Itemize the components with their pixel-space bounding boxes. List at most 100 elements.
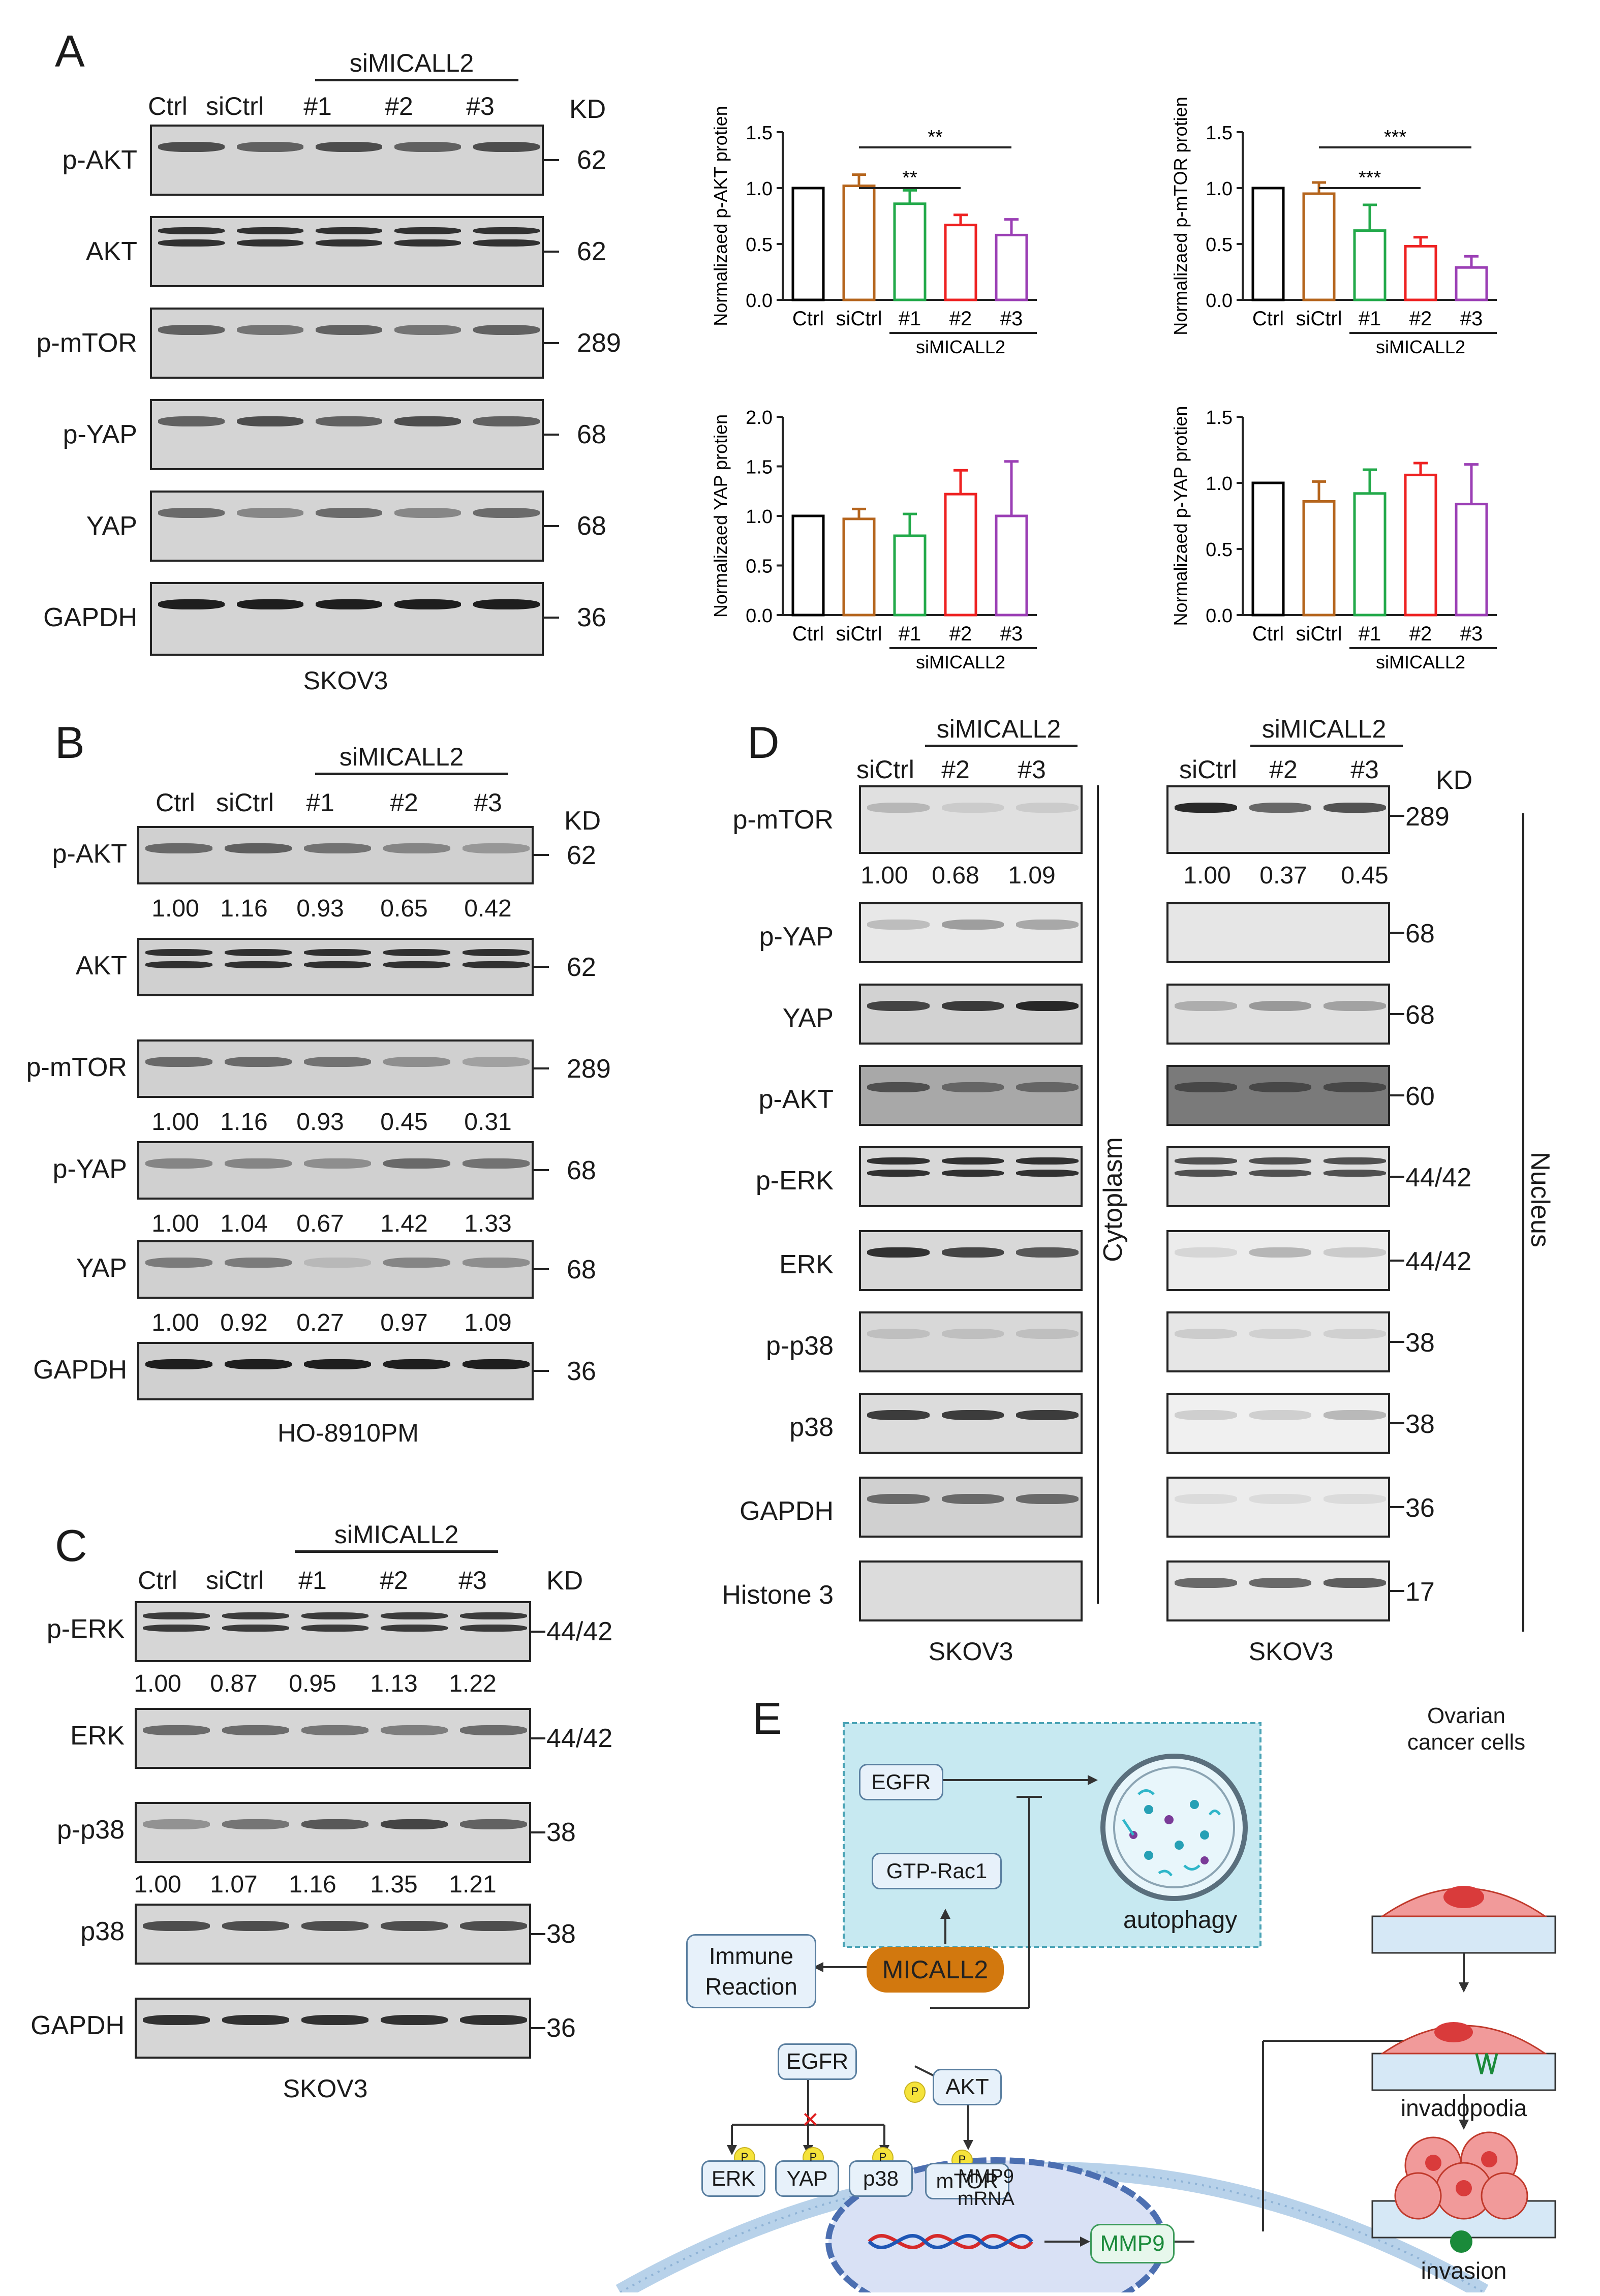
kd-value: 38 (1405, 1328, 1435, 1358)
group-line (315, 773, 508, 775)
blot-band (222, 1612, 289, 1619)
erk-box: ERK (701, 2160, 765, 2197)
blot-band (145, 1158, 212, 1169)
blot-band (304, 1359, 371, 1369)
autophagy-label: autophagy (1123, 1907, 1238, 1934)
quant-value: 1.00 (151, 1309, 199, 1336)
kd-label: KD (564, 806, 601, 836)
cell-line-label-nuc: SKOV3 (1248, 1637, 1334, 1666)
row-label: p-mTOR (36, 328, 137, 358)
blot-band (316, 142, 382, 152)
row-label: YAP (782, 1003, 834, 1033)
quant-value: 0.95 (289, 1670, 336, 1697)
sig-label: ** (902, 167, 917, 189)
blot-band (225, 1057, 292, 1067)
blot-band (143, 1819, 210, 1829)
lane-label: #2 (385, 92, 413, 120)
blot-strip-nuc (1166, 1065, 1390, 1126)
bar (791, 187, 825, 301)
blot-band (1016, 1082, 1079, 1092)
lane-label: #1 (303, 92, 332, 120)
blot-band (1324, 1247, 1386, 1258)
blot-band (394, 239, 461, 247)
blot-band (867, 1329, 930, 1339)
blot-band (381, 2015, 448, 2025)
blot-strip-nuc (1166, 1230, 1390, 1291)
kd-value: 68 (567, 1255, 596, 1284)
quant-value: 0.31 (464, 1109, 512, 1136)
x-tick-label: #1 (899, 623, 921, 645)
x-tick-label: #1 (1359, 623, 1381, 645)
blot-band (1016, 1410, 1079, 1420)
blot-band (383, 1258, 450, 1268)
bar (995, 514, 1028, 617)
kd-tick (534, 1169, 549, 1171)
y-tick-label: 0.5 (746, 556, 773, 577)
bar (1353, 492, 1387, 617)
blot-band (1016, 1578, 1079, 1588)
blot-band (1249, 1247, 1312, 1258)
x-tick-label: Ctrl (1252, 623, 1284, 645)
kd-value: 38 (1405, 1410, 1435, 1439)
sig-label: *** (1359, 167, 1381, 189)
blot-band (941, 1082, 1004, 1092)
quant-value: 1.00 (134, 1871, 181, 1898)
p38-box: p38 (849, 2160, 913, 2197)
blot-band (225, 949, 292, 956)
kd-value: 36 (1405, 1493, 1435, 1523)
blot-band (225, 961, 292, 968)
blot-band (867, 1410, 930, 1420)
blot-band (1175, 1578, 1237, 1588)
x-tick-label: #2 (1409, 623, 1432, 645)
kd-value: 36 (577, 603, 606, 632)
blot-band (463, 843, 530, 853)
blot-band (1249, 1082, 1312, 1092)
blot-strip (135, 1601, 531, 1662)
blot-strip (137, 826, 534, 884)
blot-strip-nuc (1166, 1393, 1390, 1454)
quant-value: 1.16 (220, 1109, 268, 1136)
lane-label: #2 (380, 1566, 408, 1595)
kd-value: 68 (567, 1156, 596, 1185)
blot-strip (150, 125, 544, 196)
blot-band (237, 325, 303, 335)
y-axis-label: Normalizaed YAP protien (710, 414, 731, 618)
group-line (925, 745, 1078, 747)
blot-band (463, 1057, 530, 1067)
mmp9-mrna-label: MMP9 mRNA (950, 2165, 1022, 2210)
quant-value: 1.16 (220, 895, 268, 922)
quant-value: 1.13 (370, 1670, 418, 1697)
bar (842, 185, 876, 301)
blot-strip-cyto (859, 1146, 1083, 1207)
y-axis-label: Normalizaed p-YAP protien (1170, 406, 1191, 626)
kd-value: 62 (577, 237, 606, 266)
group-label: siMICALL2 (916, 652, 1005, 672)
y-tick-label: 1.5 (746, 123, 773, 144)
p-label-mtor: P (958, 2153, 966, 2166)
blot-strip-cyto (859, 1230, 1083, 1291)
blot-band (316, 416, 382, 426)
blot-band (143, 1625, 210, 1632)
row-label: p-YAP (759, 922, 834, 952)
group-label: siMICALL2 (1376, 336, 1465, 357)
blot-band (381, 1612, 448, 1619)
panel-label-a: A (55, 26, 85, 76)
blot-band (867, 1247, 930, 1258)
blot-strip-cyto (859, 984, 1083, 1045)
egfr-top-box: EGFR (859, 1764, 943, 1800)
blot-band (316, 508, 382, 518)
blot-band (304, 1057, 371, 1067)
x-tick-label: #1 (899, 308, 921, 330)
blot-band (394, 142, 461, 152)
bar (1404, 473, 1437, 617)
cell-line-label: SKOV3 (283, 2074, 368, 2103)
blot-band (158, 325, 225, 335)
kd-value: 68 (577, 511, 606, 541)
blot-strip-cyto (859, 1560, 1083, 1621)
ovarian-line2: cancer cells (1407, 1730, 1526, 1755)
blot-band (143, 1612, 210, 1619)
bar (791, 514, 825, 617)
blot-band (460, 2015, 527, 2025)
blot-band (1016, 1170, 1079, 1177)
kd-tick (531, 2027, 545, 2029)
